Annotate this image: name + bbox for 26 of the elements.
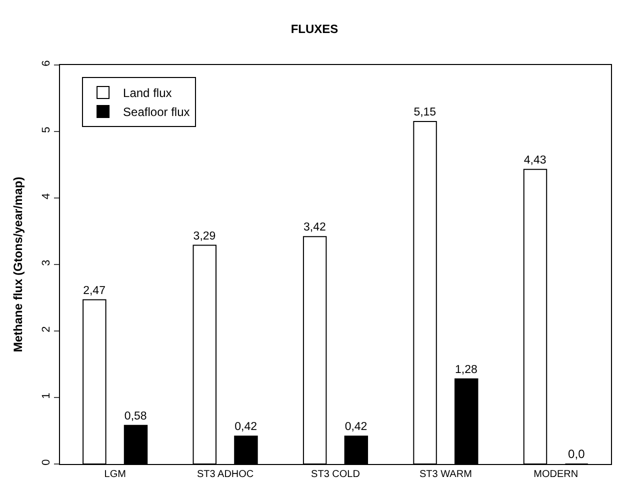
data-label: 5,15 <box>414 106 436 119</box>
y-axis-title: Methane flux (Gtons/year/map) <box>10 176 25 352</box>
data-label: 3,42 <box>303 222 326 234</box>
legend-label: Land flux <box>123 86 172 100</box>
x-tick-label: LGM <box>104 469 126 480</box>
y-tick-label: 2 <box>40 326 53 332</box>
y-tick-label: 1 <box>40 392 53 399</box>
data-label: 0,0 <box>568 447 586 461</box>
data-label: 2,47 <box>83 284 106 297</box>
x-tick-label: MODERN <box>534 469 578 480</box>
y-tick-label: 4 <box>40 193 53 200</box>
data-label: 1,28 <box>455 364 478 376</box>
y-tick-label: 5 <box>40 126 53 133</box>
data-label: 0,58 <box>124 410 147 423</box>
x-tick-label: ST3 WARM <box>419 469 472 480</box>
y-tick-label: 0 <box>40 459 53 466</box>
legend-label: Seafloor flux <box>123 105 190 120</box>
x-tick-label: ST3 ADHOC <box>196 469 254 480</box>
y-tick-label: 3 <box>40 260 53 266</box>
x-tick-label: ST3 COLD <box>311 469 360 480</box>
data-label: 4,43 <box>524 154 546 167</box>
data-label: 0,42 <box>344 421 368 434</box>
data-label: 3,29 <box>193 230 216 242</box>
chart-title: FLUXES <box>290 22 338 36</box>
data-label: 0,42 <box>234 421 258 434</box>
y-tick-label: 6 <box>40 60 53 66</box>
